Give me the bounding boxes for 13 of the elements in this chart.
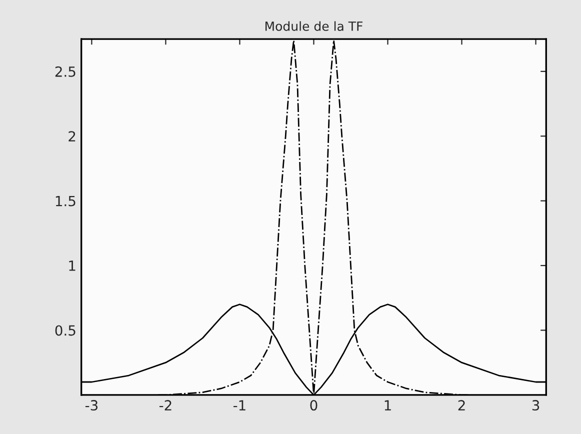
x-tick-label: 3	[532, 400, 540, 411]
y-tick-label: 2.5	[55, 66, 76, 77]
x-tick-label: 2	[458, 400, 465, 410]
x-tick-label: -3	[85, 400, 98, 411]
y-tick-label: 0.5	[55, 325, 76, 336]
x-tick-label: 1	[384, 400, 391, 410]
x-tick-label: -1	[233, 400, 246, 410]
chart-title: Module de la TF	[265, 21, 362, 31]
x-tick-label: 0	[310, 400, 318, 411]
y-tick-label: 2	[68, 131, 76, 142]
y-tick-label: 1.5	[56, 196, 76, 206]
y-tick-label: 1	[69, 260, 76, 271]
x-tick-label: -2	[159, 400, 172, 410]
